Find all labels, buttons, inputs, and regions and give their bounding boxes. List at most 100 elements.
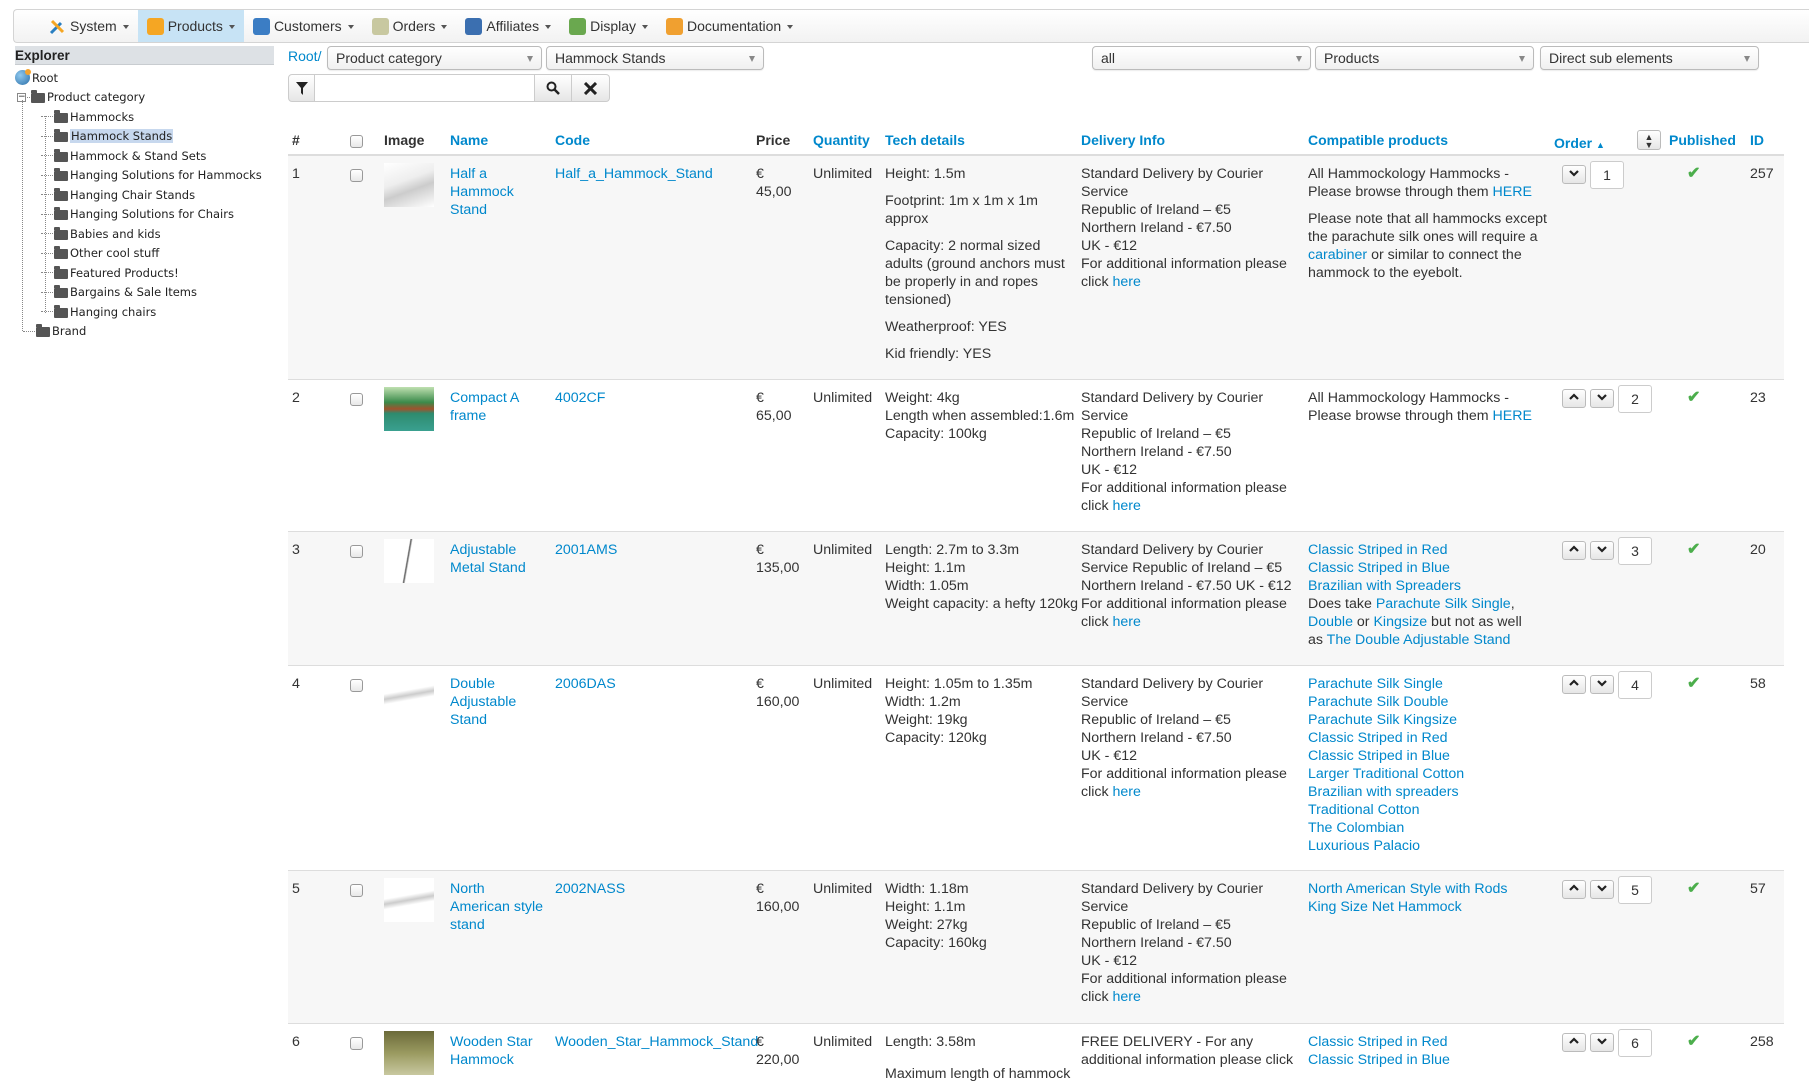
product-name-link[interactable]: Half a	[450, 166, 488, 182]
row-checkbox[interactable]	[350, 169, 363, 182]
subcategory-select[interactable]: Hammock Stands	[546, 46, 764, 70]
product-name-link[interactable]: North	[450, 880, 485, 897]
search-input[interactable]	[315, 74, 534, 102]
product-thumbnail[interactable]	[384, 386, 434, 431]
product-thumbnail[interactable]	[384, 538, 434, 583]
tree-item-brand[interactable]: Brand	[15, 322, 274, 342]
header-id[interactable]: ID	[1746, 126, 1784, 156]
move-up-button[interactable]	[1562, 1032, 1586, 1052]
row-checkbox[interactable]	[350, 883, 363, 897]
move-up-button[interactable]	[1562, 540, 1586, 560]
order-input[interactable]: 2	[1618, 384, 1652, 413]
published-check-icon[interactable]: ✔	[1687, 879, 1701, 897]
order-input[interactable]: 1	[1590, 161, 1624, 189]
move-down-button[interactable]	[1590, 388, 1614, 408]
save-order-button[interactable]: ▲ ▼	[1636, 129, 1661, 150]
product-name-link[interactable]: Stand	[450, 202, 488, 218]
link[interactable]: HERE	[1492, 184, 1532, 200]
product-name-link[interactable]: Hammock	[450, 1051, 514, 1068]
link[interactable]: North American Style with Rods	[1308, 880, 1508, 897]
search-button[interactable]	[534, 74, 572, 102]
product-name-link[interactable]: stand	[450, 916, 485, 933]
type-select[interactable]: Products	[1315, 46, 1534, 70]
link[interactable]: Double	[1308, 613, 1353, 630]
link[interactable]: Larger Traditional Cotton	[1308, 765, 1465, 782]
tree-item[interactable]: Featured Products!	[15, 263, 274, 283]
tree-item[interactable]: Hanging chairs	[15, 302, 274, 322]
link[interactable]: Classic Striped in Blue	[1308, 747, 1450, 764]
link[interactable]: Parachute Silk Double	[1308, 693, 1449, 710]
tree-item[interactable]: Hanging Chair Stands	[15, 185, 274, 205]
published-check-icon[interactable]: ✔	[1687, 165, 1701, 182]
product-name-link[interactable]: Double	[450, 675, 495, 692]
tree-item[interactable]: Hanging Solutions for Hammocks	[15, 166, 274, 186]
category-select[interactable]: Product category	[327, 46, 542, 70]
product-name-link[interactable]: Stand	[450, 711, 488, 728]
tree-item-product-category[interactable]: − Product category	[15, 88, 274, 108]
link[interactable]: Traditional Cotton	[1308, 801, 1420, 818]
link[interactable]: The Double Adjustable Stand	[1326, 631, 1511, 648]
move-down-button[interactable]	[1590, 879, 1614, 899]
move-down-button[interactable]	[1590, 540, 1614, 560]
move-down-button[interactable]	[1562, 165, 1586, 184]
product-name-link[interactable]: Hammock	[450, 184, 514, 200]
link[interactable]: Kingsize	[1373, 613, 1428, 630]
order-input[interactable]: 4	[1618, 670, 1652, 699]
tree-item[interactable]: Other cool stuff	[15, 244, 274, 264]
link[interactable]: Brazilian with Spreaders	[1308, 577, 1461, 594]
product-name-link[interactable]: Compact A	[450, 389, 520, 406]
product-code-link[interactable]: Wooden_Star_Hammock_Stand	[555, 1033, 759, 1050]
tree-item[interactable]: Hanging Solutions for Chairs	[15, 205, 274, 225]
row-checkbox[interactable]	[350, 678, 363, 692]
order-input[interactable]: 6	[1618, 1028, 1652, 1057]
move-up-button[interactable]	[1562, 388, 1586, 408]
status-select[interactable]: all	[1092, 46, 1311, 70]
link[interactable]: Classic Striped in Red	[1308, 541, 1448, 558]
header-order[interactable]: Order ▲ ▲ ▼	[1550, 126, 1665, 156]
tree-item[interactable]: Hammocks	[15, 107, 274, 127]
link[interactable]: here	[1112, 988, 1141, 1005]
move-up-button[interactable]	[1562, 674, 1586, 694]
product-name-link[interactable]: Adjustable	[450, 693, 517, 710]
select-all-checkbox[interactable]	[350, 134, 363, 148]
row-checkbox[interactable]	[350, 392, 363, 406]
link[interactable]: Classic Striped in Red	[1308, 729, 1448, 746]
link[interactable]: Parachute Silk Kingsize	[1308, 711, 1458, 728]
product-name-link[interactable]: Adjustable	[450, 541, 517, 558]
link[interactable]: carabiner	[1308, 247, 1368, 263]
move-down-button[interactable]	[1590, 674, 1614, 694]
row-checkbox[interactable]	[350, 544, 363, 558]
product-name-link[interactable]: American style	[450, 898, 544, 915]
link[interactable]: Classic Striped in Blue	[1308, 1051, 1450, 1068]
product-thumbnail[interactable]	[384, 163, 434, 207]
published-check-icon[interactable]: ✔	[1687, 388, 1701, 406]
filter-button[interactable]	[288, 74, 315, 102]
published-check-icon[interactable]: ✔	[1687, 540, 1701, 558]
product-code-link[interactable]: 4002CF	[555, 389, 606, 406]
tree-item-root[interactable]: Root	[15, 68, 274, 88]
link[interactable]: here	[1112, 497, 1141, 514]
link[interactable]: Parachute Silk Single	[1375, 595, 1511, 612]
tree-item[interactable]: Babies and kids	[15, 224, 274, 244]
product-thumbnail[interactable]	[384, 877, 434, 922]
product-name-link[interactable]: frame	[450, 407, 487, 424]
depth-select[interactable]: Direct sub elements	[1540, 46, 1759, 70]
row-checkbox[interactable]	[350, 1036, 363, 1050]
tree-item[interactable]: Bargains & Sale Items	[15, 283, 274, 303]
menu-customers[interactable]: Customers	[244, 10, 363, 42]
menu-affiliates[interactable]: Affiliates	[456, 10, 560, 42]
product-thumbnail[interactable]	[384, 672, 434, 717]
tree-item[interactable]: Hammock Stands	[15, 127, 274, 147]
header-delivery-info[interactable]: Delivery Info	[1077, 126, 1304, 156]
product-code-link[interactable]: Half_a_Hammock_Stand	[555, 166, 713, 182]
menu-orders[interactable]: Orders	[363, 10, 457, 42]
link[interactable]: The Colombian	[1308, 819, 1405, 836]
link[interactable]: here	[1112, 274, 1141, 290]
order-input[interactable]: 3	[1618, 536, 1652, 565]
published-check-icon[interactable]: ✔	[1687, 1032, 1701, 1050]
link[interactable]: Brazilian with spreaders	[1308, 783, 1459, 800]
header-tech-details[interactable]: Tech details	[881, 126, 1077, 156]
header-name[interactable]: Name	[446, 126, 551, 156]
link[interactable]: Parachute Silk Single	[1308, 675, 1443, 692]
collapse-icon[interactable]: −	[17, 91, 26, 102]
